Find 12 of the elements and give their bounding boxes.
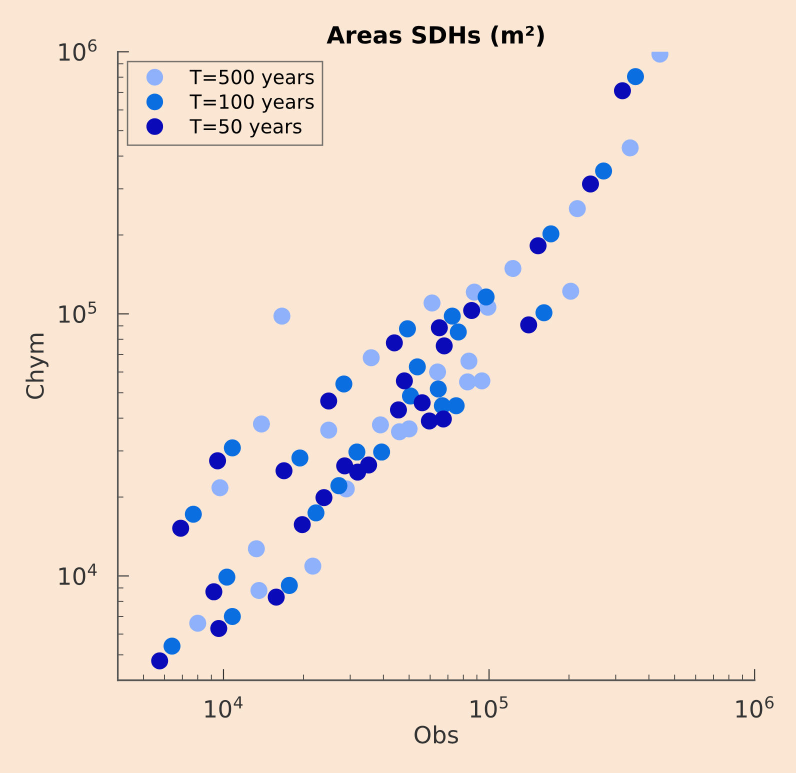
y-tick-label: 10$^{6}$ <box>59 39 97 61</box>
x-axis-title: Obs <box>414 725 458 744</box>
x-tick-label: 10$^{6}$ <box>736 696 774 718</box>
y-tick-label: 10$^{4}$ <box>59 564 97 586</box>
legend-label: T=500 years <box>190 70 314 88</box>
legend-label: T=100 years <box>190 94 314 113</box>
y-tick-label: 10$^{5}$ <box>59 302 96 324</box>
x-tick-label: 10$^{5}$ <box>470 696 508 718</box>
legend-label: T=50 years <box>190 118 302 138</box>
chart-title: Areas SDHs (m²) <box>326 26 544 47</box>
y-axis-title: Chym <box>26 334 48 399</box>
x-tick-label: 10$^{4}$ <box>205 696 243 718</box>
